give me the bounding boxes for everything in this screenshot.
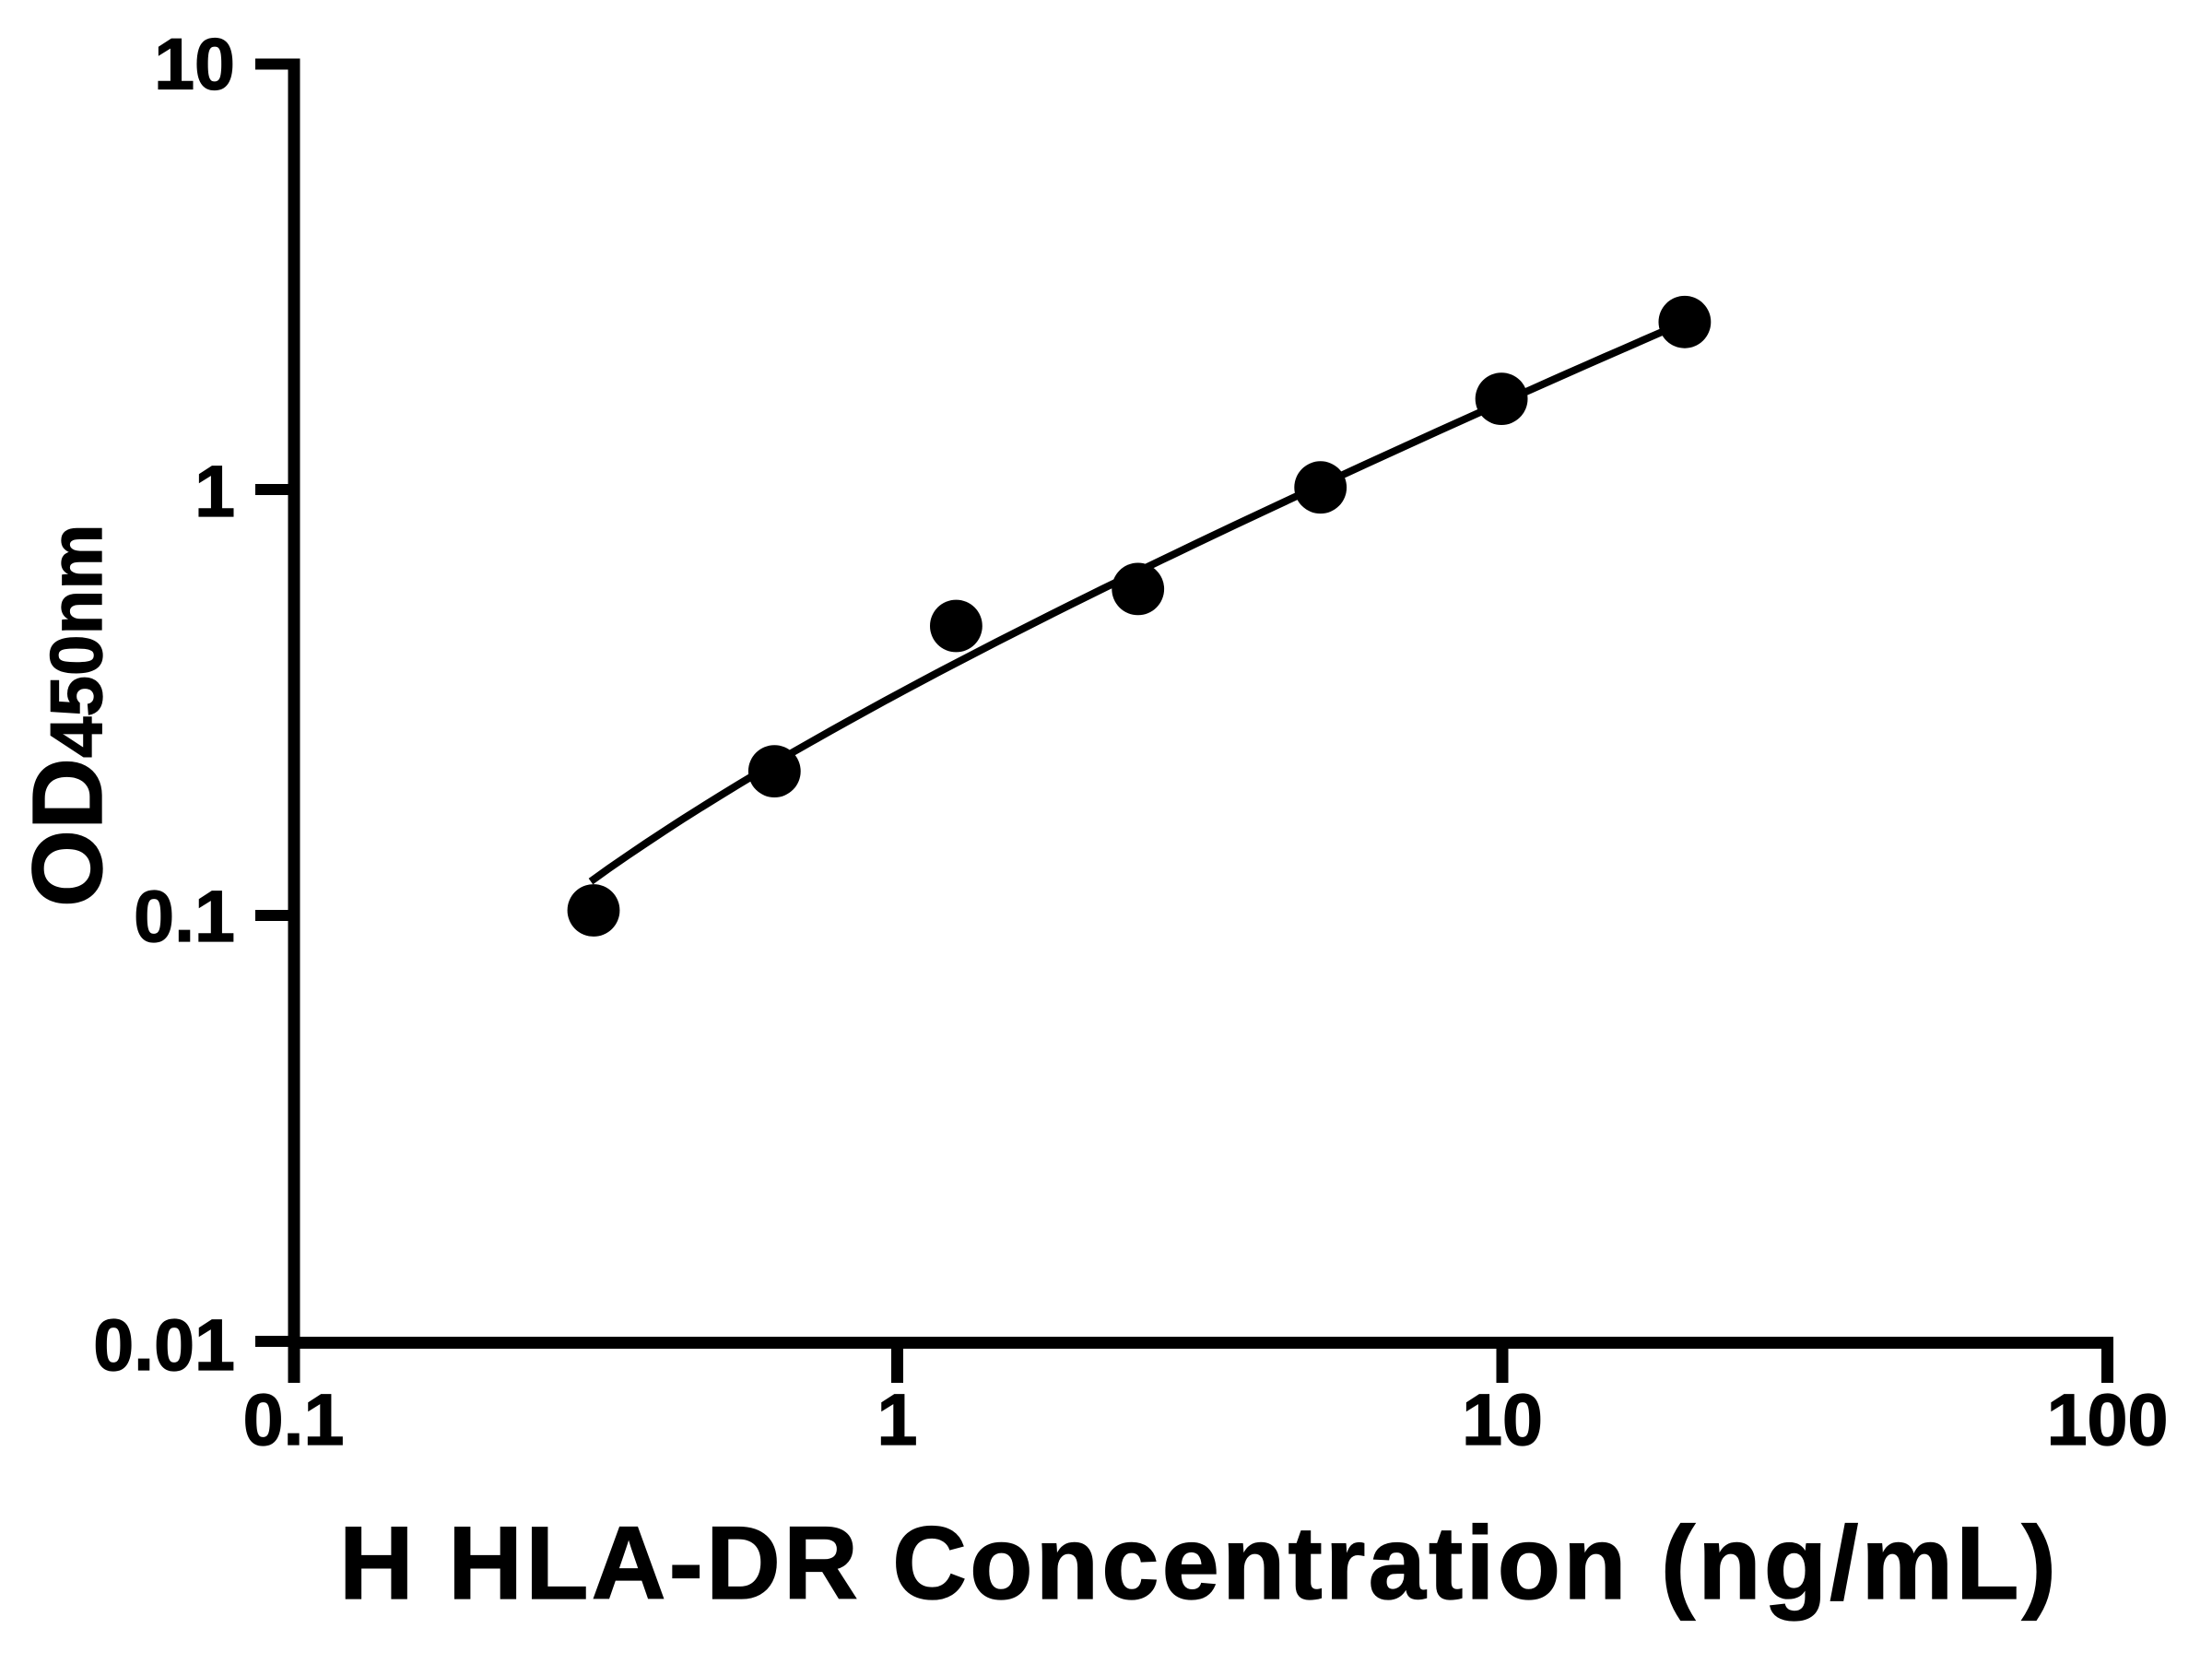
svg-text:100: 100 [2047,1378,2169,1460]
svg-text:1: 1 [194,450,235,532]
svg-text:0.1: 0.1 [243,1378,345,1460]
svg-text:10: 10 [154,23,235,105]
svg-text:10: 10 [1462,1378,1543,1460]
svg-text:1: 1 [877,1378,918,1460]
svg-text:0.01: 0.01 [93,1304,235,1386]
svg-text:0.1: 0.1 [134,875,235,957]
svg-text:H HLA-DR Concentration (ng/mL): H HLA-DR Concentration (ng/mL) [339,1505,2059,1621]
